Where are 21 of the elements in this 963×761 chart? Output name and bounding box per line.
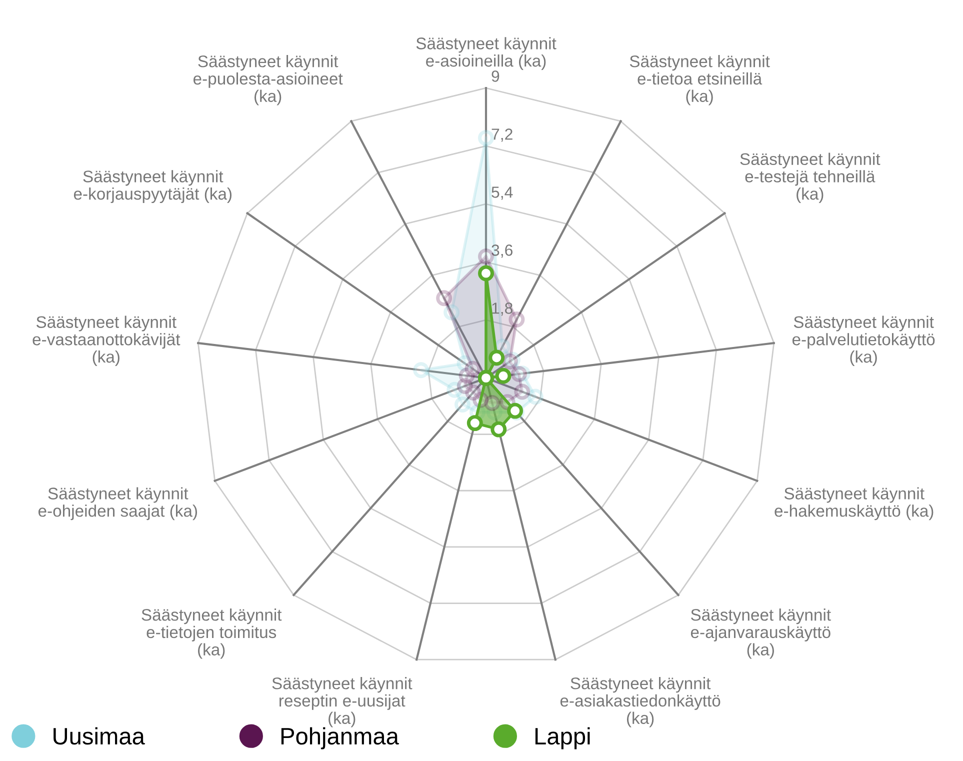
spoke-label: Säästyneet käynnit e-asiakastiedonkäyttö (ka) <box>560 677 720 728</box>
y-tick-label: 3,6 <box>492 244 512 258</box>
y-tick-label: 1,8 <box>492 302 513 316</box>
y-tick-label: 7,2 <box>492 128 512 142</box>
legend-label: Lappi <box>535 727 590 750</box>
spoke-label: Säästyneet käynnit e-asioineilla (ka) <box>416 37 556 70</box>
spoke-label: Säästyneet käynnit e-tietoa etsineillä (ka) <box>630 55 770 106</box>
spoke-label: Säästyneet käynnit e-hakemuskäyttö (ka) <box>774 487 934 520</box>
y-tick-label: 9 <box>492 70 500 82</box>
spoke-label: Säästyneet käynnit e-palvelutietokäyttö (ka) <box>792 316 935 366</box>
spoke-label: Säästyneet käynnit e-vastaanottokävijät (ka) <box>32 316 180 366</box>
spoke-label: Säästyneet käynnit e-ohjeiden saajat (ka) <box>38 487 197 520</box>
y-tick-label: 5,4 <box>492 186 513 200</box>
legend-label: Uusimaa <box>54 727 145 745</box>
spoke-label: Säästyneet käynnit reseptin e-uusijat (ka) <box>272 677 412 728</box>
legend-label: Pohjanmaa <box>281 727 399 750</box>
spoke-label: Säästyneet käynnit e-testejä tehneillä (ka) <box>740 152 880 204</box>
spoke-label: Säästyneet käynnit e-korjauspyytäjät (ka) <box>74 170 232 204</box>
spoke-label: Säästyneet käynnit e-puolesta-asioineet (ka) <box>193 55 343 106</box>
spoke-label: Säästyneet käynnit e-ajanvarauskäyttö (ka) <box>690 608 831 659</box>
spoke-label: Säästyneet käynnit e-tietojen toimitus (ka) <box>142 608 282 659</box>
